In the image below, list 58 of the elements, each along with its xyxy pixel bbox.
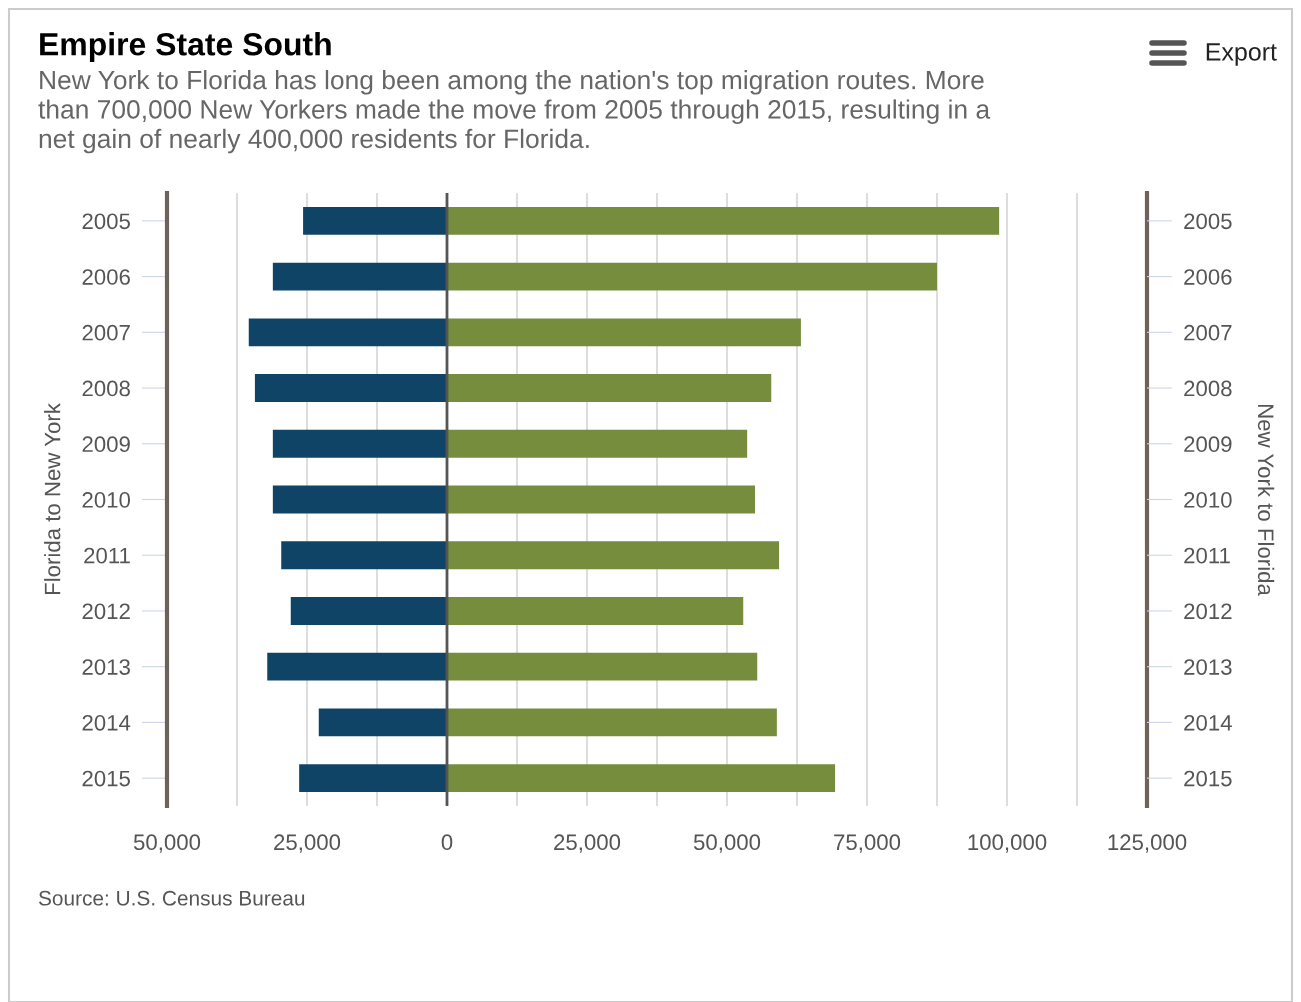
y-tick-label: 2006: [82, 269, 130, 285]
category-label: 2012: [1184, 603, 1232, 620]
y2-axis-title: New York to Florida: [1257, 404, 1275, 596]
category-label: 2009: [1184, 436, 1232, 453]
bar: [299, 764, 447, 793]
bar: [267, 652, 447, 681]
category-label: 2011: [1184, 547, 1230, 564]
x-tick-label: 50,000: [133, 834, 201, 853]
category-label: 2010: [1184, 492, 1232, 508]
chart-subtitle: New York to Florida has long been among the nation's top migration routes. More than 700,000 New Yorkers made the move from 2005 through 2015, resulting in a net gain of nearly 400,000 residents for Florida.: [38, 70, 991, 154]
bar: [303, 206, 447, 235]
y-tick-label: 2010: [82, 492, 131, 508]
bar: [272, 429, 447, 458]
y-tick-label: 2014: [82, 714, 131, 731]
bar: [254, 374, 447, 402]
bar: [447, 485, 755, 514]
y-axis-title: Florida to New York: [44, 403, 61, 595]
bar: [447, 652, 758, 681]
bar: [447, 206, 1000, 235]
category-label: 2015: [1184, 770, 1232, 787]
category-label: 2008: [1184, 380, 1232, 397]
category-label: 2005: [1184, 213, 1232, 230]
bar: [447, 764, 836, 793]
source-note: Source: U.S. Census Bureau: [38, 890, 305, 906]
bar: [447, 318, 801, 347]
bar: [447, 541, 780, 570]
x-tick-label: 100,000: [968, 834, 1047, 853]
y-tick-label: 2012: [82, 603, 130, 620]
x-tick-label: 25,000: [554, 834, 621, 853]
category-label: 2013: [1184, 659, 1232, 675]
y-tick-label: 2013: [82, 659, 130, 675]
bar: [272, 485, 447, 514]
bar: [447, 262, 937, 291]
y-tick-label: 2009: [82, 436, 130, 453]
bar: [447, 708, 777, 737]
y-tick-label: 2005: [82, 213, 130, 230]
category-label: 2007: [1184, 324, 1232, 341]
x-tick-label: 0: [441, 834, 453, 851]
y-tick-label: 2008: [82, 380, 130, 397]
chart-title: Empire State South: [40, 32, 331, 62]
y-tick-label: 2011: [84, 547, 130, 564]
category-label: 2006: [1184, 269, 1232, 285]
y-tick-label: 2007: [82, 324, 130, 341]
bar: [290, 597, 447, 625]
x-tick-label: 75,000: [834, 834, 901, 853]
x-tick-label: 50,000: [693, 834, 761, 853]
x-tick-label: 25,000: [274, 834, 341, 853]
bar: [248, 318, 447, 347]
bar: [281, 541, 447, 570]
y-tick-label: 2015: [82, 770, 130, 787]
bar: [318, 708, 447, 737]
bar: [447, 429, 748, 458]
x-tick-label: 125,000: [1108, 834, 1187, 853]
text: Export: [1206, 43, 1277, 66]
bar: [272, 262, 447, 291]
bar: [447, 597, 744, 625]
bar: [447, 374, 772, 402]
category-label: 2014: [1184, 714, 1232, 731]
